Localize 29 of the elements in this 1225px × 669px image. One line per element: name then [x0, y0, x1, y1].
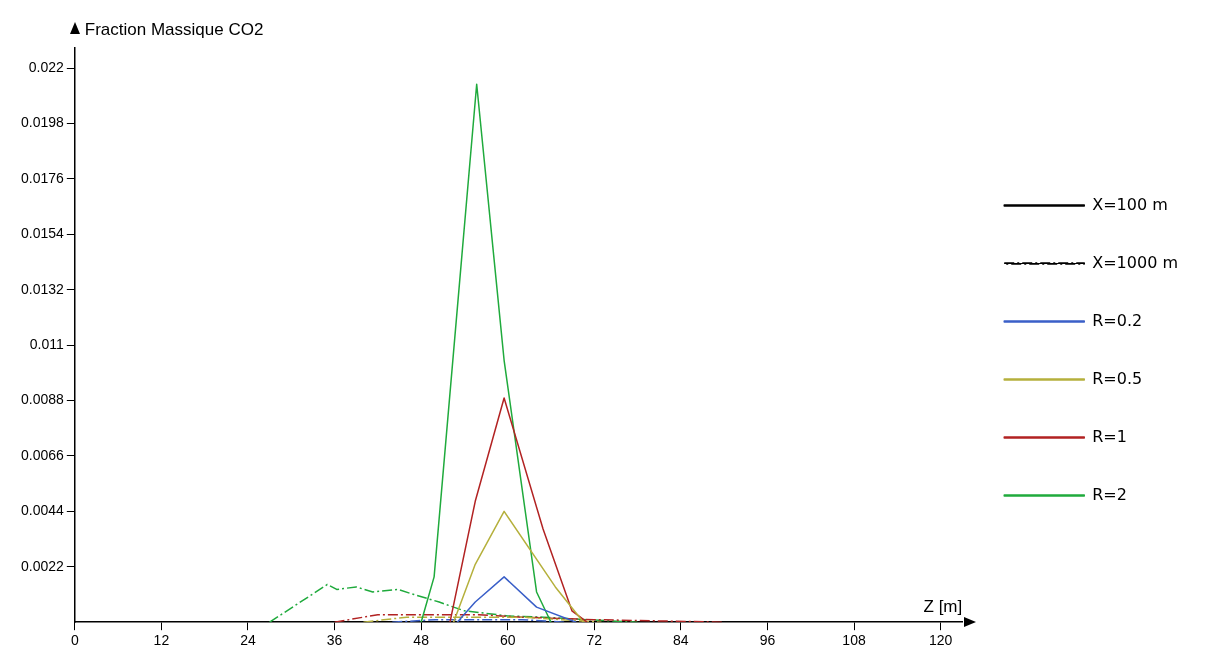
legend-label: R=0.5	[1092, 368, 1143, 388]
y-tick-label: 0.0132	[20, 280, 65, 297]
x-tick-label: 96	[759, 632, 776, 649]
y-tick-label: 0.0066	[20, 446, 65, 463]
legend-label: R=0.2	[1092, 310, 1143, 330]
y-tick-label: 0.0198	[20, 114, 65, 131]
x-tick-label: 36	[326, 632, 343, 649]
legend-label: R=1	[1092, 426, 1127, 446]
x-tick-label: 12	[153, 632, 170, 649]
y-tick-label: 0.0088	[20, 391, 65, 408]
x-tick-label: 72	[586, 632, 603, 649]
x-axis-title: Z [m]	[923, 597, 963, 617]
y-axis-title: Fraction Massique CO2	[84, 19, 264, 39]
x-tick-label: 60	[499, 632, 516, 649]
x-tick-label: 48	[413, 632, 430, 649]
y-tick-label: 0.0154	[20, 225, 65, 242]
legend-label: X=100 m	[1092, 194, 1168, 214]
legend-label: R=2	[1092, 484, 1127, 504]
y-tick-label: 0.011	[29, 336, 65, 353]
x-tick-label: 24	[240, 632, 256, 649]
y-tick-label: 0.0022	[20, 557, 65, 574]
y-tick-label: 0.0176	[20, 169, 65, 186]
x-tick-label: 108	[842, 632, 866, 649]
y-tick-label: 0.022	[28, 59, 65, 76]
y-tick-label: 0.0044	[20, 502, 65, 519]
legend-label: X=1000 m	[1092, 252, 1179, 272]
x-tick-label: 0	[70, 632, 79, 649]
x-tick-label: 84	[673, 632, 689, 649]
x-tick-label: 120	[928, 632, 953, 649]
